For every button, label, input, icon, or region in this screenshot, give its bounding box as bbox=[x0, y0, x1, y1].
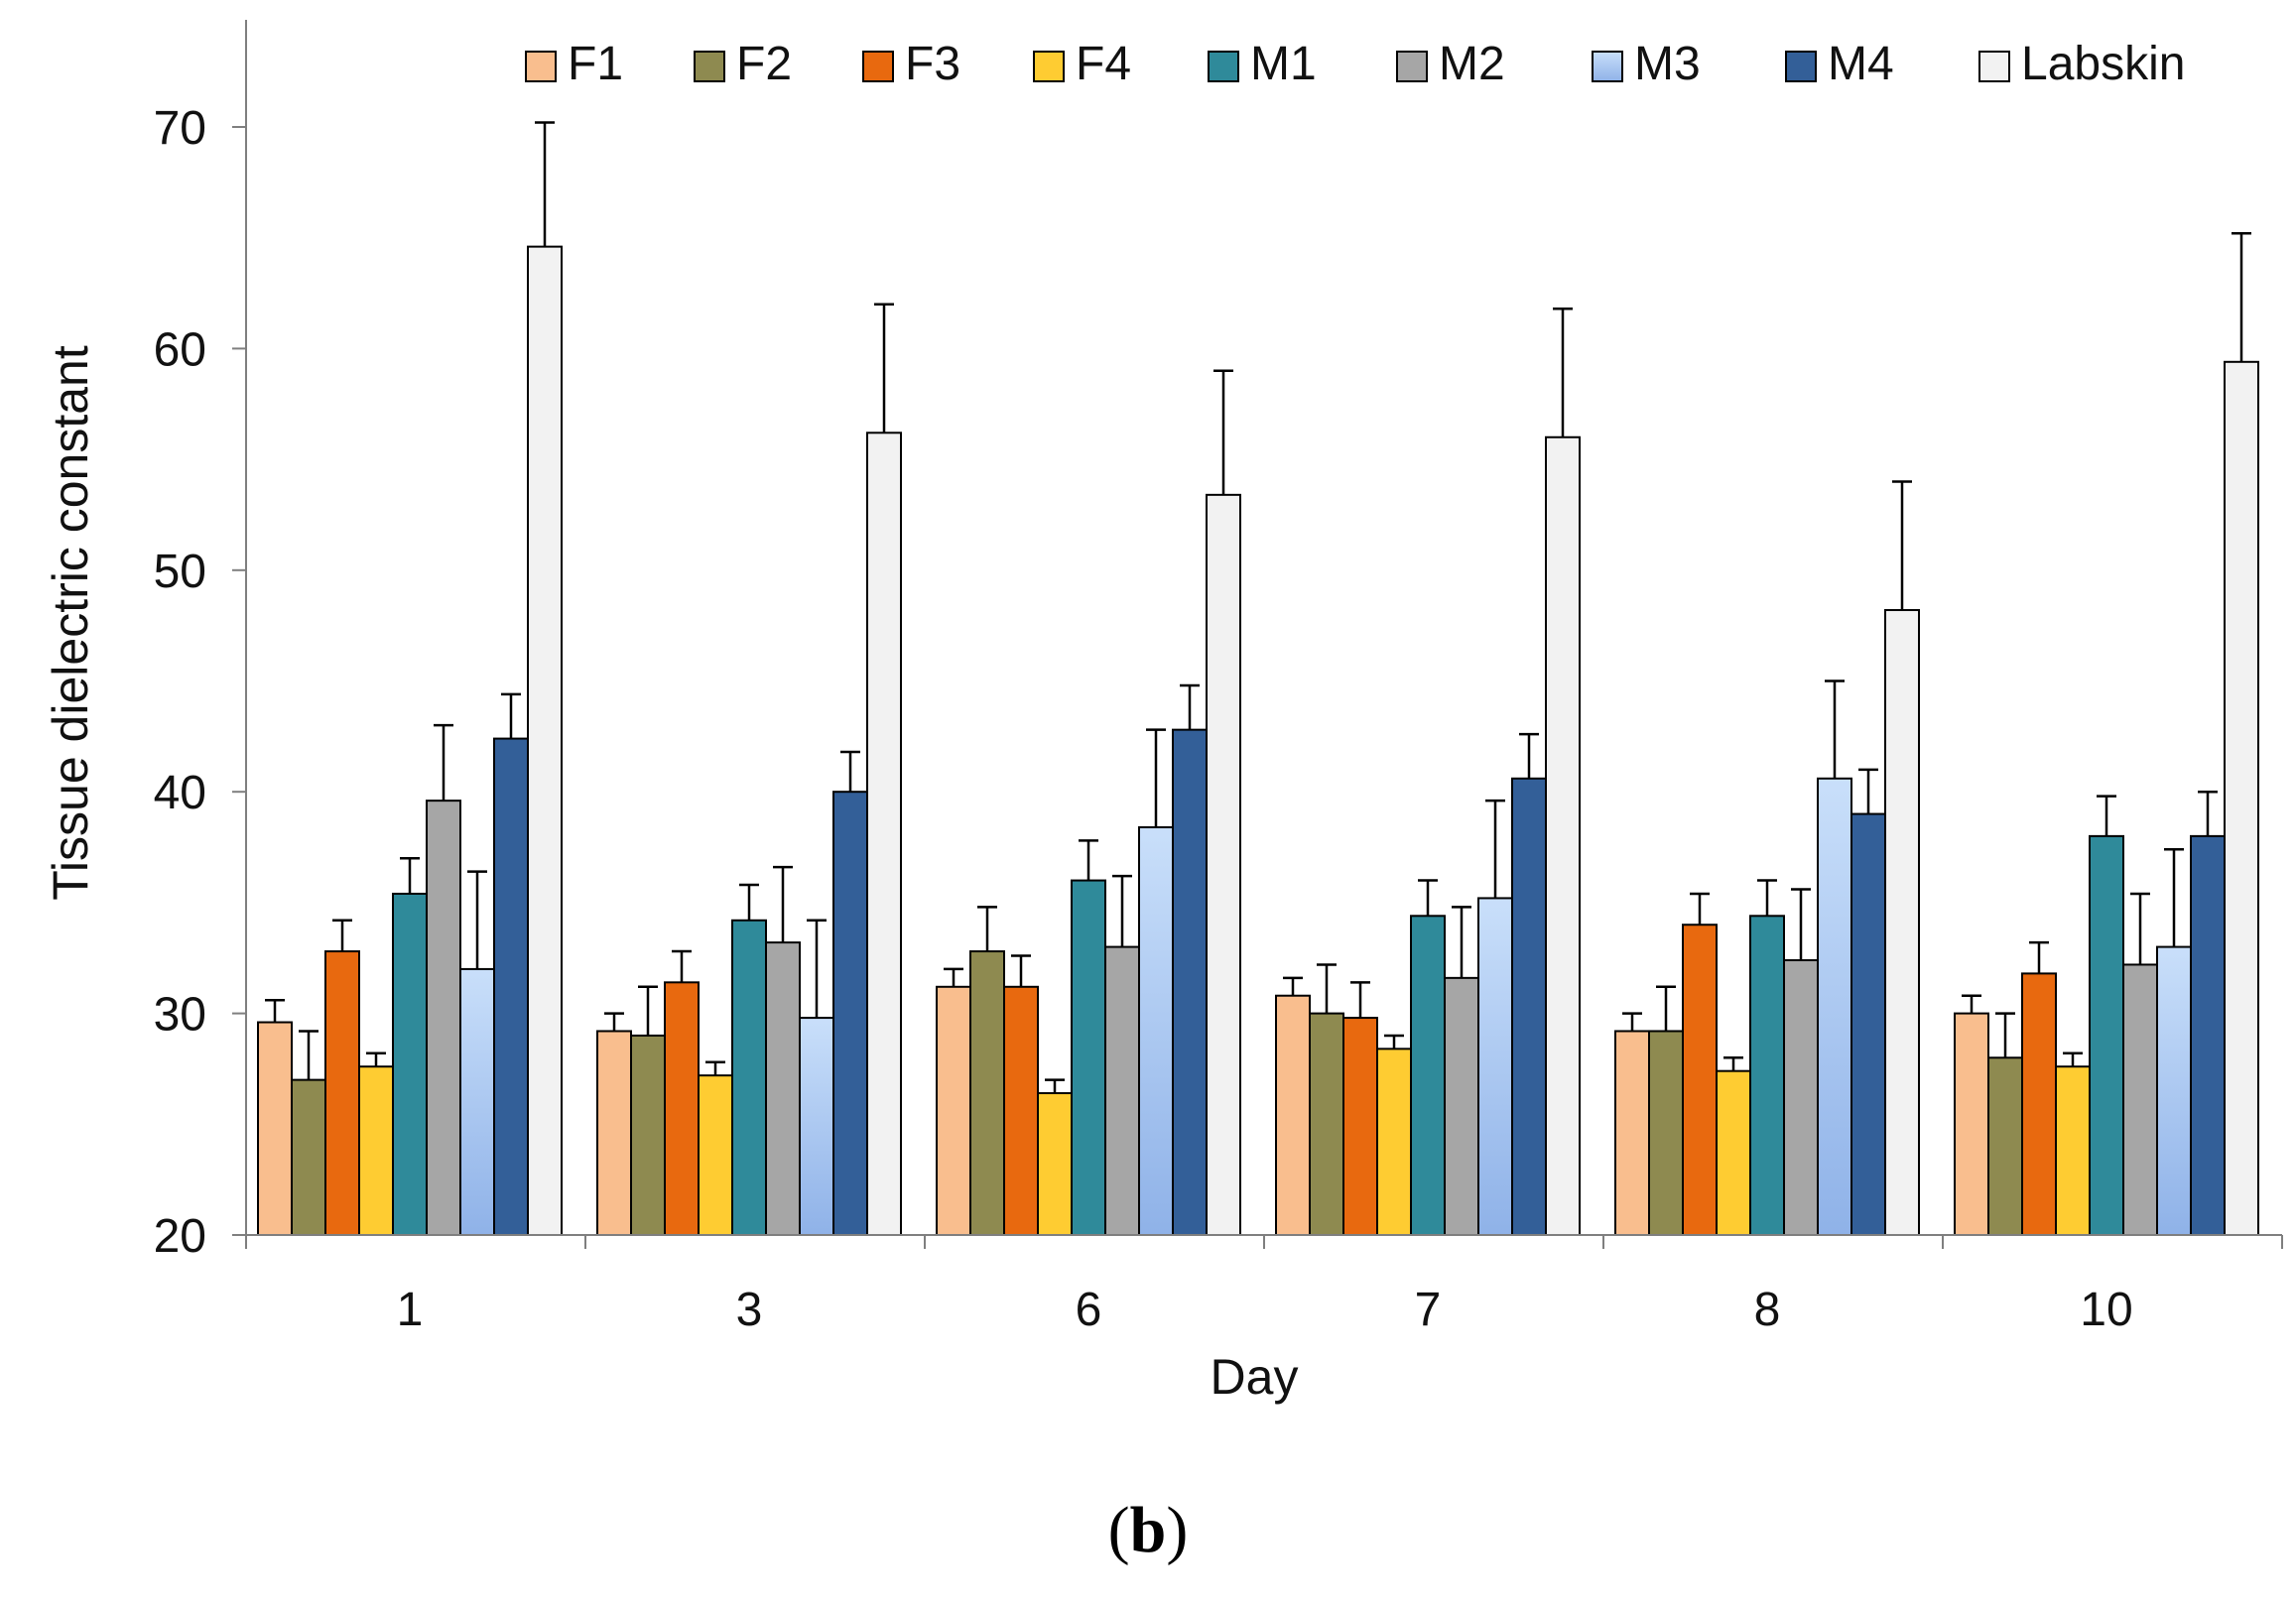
legend-swatch bbox=[1033, 51, 1065, 82]
bar bbox=[936, 985, 971, 1236]
caption-letter: b bbox=[1129, 1494, 1167, 1566]
legend-swatch bbox=[694, 51, 725, 82]
legend-swatch bbox=[1785, 51, 1817, 82]
bar bbox=[832, 791, 868, 1236]
x-tick-label: 8 bbox=[1754, 1284, 1781, 1336]
bar bbox=[527, 245, 563, 1237]
bar bbox=[1309, 1012, 1344, 1236]
legend-swatch bbox=[1208, 51, 1239, 82]
y-tick-label: 40 bbox=[154, 767, 206, 819]
bar bbox=[1954, 1012, 1989, 1236]
bar bbox=[1614, 1030, 1650, 1237]
bar bbox=[1104, 945, 1140, 1237]
bar bbox=[1376, 1048, 1412, 1236]
bar bbox=[698, 1074, 733, 1236]
x-axis-label: Day bbox=[1211, 1349, 1299, 1405]
bar bbox=[1817, 777, 1852, 1237]
bar bbox=[1850, 812, 1886, 1236]
bar bbox=[493, 737, 529, 1236]
bar bbox=[459, 967, 495, 1236]
bar bbox=[866, 432, 902, 1236]
bar bbox=[324, 950, 360, 1236]
legend-label: Labskin bbox=[2021, 38, 2185, 90]
bar bbox=[1138, 825, 1174, 1236]
caption-close: ) bbox=[1166, 1494, 1189, 1566]
x-tick-label: 10 bbox=[2080, 1284, 2132, 1336]
bar bbox=[1037, 1092, 1073, 1237]
y-tick-label: 30 bbox=[154, 989, 206, 1042]
legend-swatch bbox=[862, 51, 894, 82]
legend-label: M4 bbox=[1828, 38, 1894, 90]
y-tick-label: 20 bbox=[154, 1210, 206, 1263]
y-tick-label: 50 bbox=[154, 546, 206, 598]
bar bbox=[731, 919, 767, 1236]
bar bbox=[1545, 435, 1581, 1236]
x-tick-label: 1 bbox=[397, 1284, 424, 1336]
bar bbox=[1987, 1056, 2023, 1237]
bar bbox=[1884, 609, 1920, 1236]
legend-swatch bbox=[1396, 51, 1428, 82]
bar bbox=[664, 981, 700, 1236]
bar bbox=[1783, 958, 1819, 1236]
bar bbox=[257, 1021, 293, 1237]
bar bbox=[1716, 1069, 1751, 1236]
bar bbox=[1172, 728, 1208, 1236]
bar bbox=[358, 1065, 394, 1236]
bar bbox=[1003, 985, 1039, 1236]
bar bbox=[1648, 1030, 1684, 1237]
bar bbox=[1749, 915, 1785, 1237]
bar bbox=[2122, 963, 2158, 1237]
bar bbox=[1511, 777, 1547, 1237]
bar bbox=[2021, 972, 2057, 1236]
y-tick-label: 60 bbox=[154, 323, 206, 376]
bar bbox=[291, 1078, 326, 1236]
bar bbox=[2224, 360, 2259, 1236]
legend-label: F2 bbox=[736, 38, 792, 90]
caption-open: ( bbox=[1107, 1494, 1130, 1566]
bar bbox=[1682, 924, 1718, 1236]
bar bbox=[799, 1017, 834, 1236]
legend-swatch bbox=[1978, 51, 2010, 82]
bar bbox=[392, 892, 428, 1236]
legend-swatch bbox=[1592, 51, 1623, 82]
bar bbox=[1275, 994, 1311, 1237]
bar bbox=[2156, 945, 2192, 1237]
bar bbox=[630, 1034, 666, 1236]
legend-label: M2 bbox=[1439, 38, 1505, 90]
legend-label: F4 bbox=[1076, 38, 1131, 90]
legend-label: F3 bbox=[905, 38, 960, 90]
y-tick-label: 70 bbox=[154, 102, 206, 155]
bar bbox=[1410, 915, 1446, 1237]
bar bbox=[1342, 1017, 1378, 1236]
y-axis-label: Tissue dielectric constant bbox=[43, 345, 98, 901]
x-tick-label: 3 bbox=[736, 1284, 763, 1336]
x-tick-label: 6 bbox=[1076, 1284, 1102, 1336]
bar bbox=[1206, 493, 1241, 1236]
bar bbox=[969, 950, 1005, 1236]
bar bbox=[2190, 834, 2226, 1236]
bar bbox=[1071, 879, 1106, 1236]
bar bbox=[1444, 976, 1479, 1237]
bar bbox=[426, 800, 461, 1236]
legend-label: M1 bbox=[1250, 38, 1317, 90]
bar bbox=[2089, 834, 2124, 1236]
bar bbox=[2055, 1065, 2091, 1236]
bar bbox=[596, 1030, 632, 1237]
legend-label: M3 bbox=[1634, 38, 1701, 90]
legend-swatch bbox=[525, 51, 557, 82]
figure-caption: (b) bbox=[0, 1493, 2296, 1568]
bar bbox=[765, 941, 801, 1236]
bar bbox=[1477, 897, 1513, 1236]
x-tick-label: 7 bbox=[1415, 1284, 1442, 1336]
legend-label: F1 bbox=[568, 38, 623, 90]
